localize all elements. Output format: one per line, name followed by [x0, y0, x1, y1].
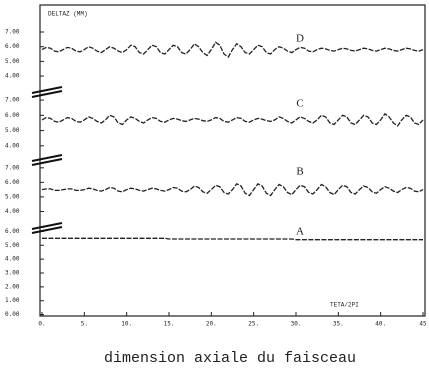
x-tick-label: 20. [206, 321, 217, 328]
x-tick-label: 45 [419, 321, 427, 328]
x-tick-label: 30. [291, 321, 302, 328]
y-tick-label: 1.00 [5, 297, 20, 304]
y-tick-label: 5.00 [5, 127, 20, 134]
y-tick-label: 2.00 [5, 283, 20, 290]
x-axis-label: TETA/2PI [330, 302, 359, 309]
caption: dimension axiale du faisceau [104, 350, 356, 367]
x-tick-label: 25. [248, 321, 259, 328]
y-tick-label: 6.00 [5, 43, 20, 50]
y-tick-label: 0.00 [5, 311, 20, 318]
y-tick-label: 7.00 [5, 29, 20, 36]
y-tick-label: 5.00 [5, 193, 20, 200]
y-tick-label: 6.00 [5, 228, 20, 235]
trace-label: C [296, 98, 303, 110]
y-tick-label: 4.00 [5, 256, 20, 263]
plot-frame [39, 4, 426, 317]
x-tick-label: 5. [81, 321, 88, 328]
y-tick-label: 7.00 [5, 97, 20, 104]
axis-break [31, 226, 63, 234]
x-tick-label: 40. [375, 321, 386, 328]
y-tick-label: 6.00 [5, 112, 20, 119]
y-tick-label: 5.00 [5, 58, 20, 65]
y-tick-label: 7.00 [5, 164, 20, 171]
axis-break [31, 158, 63, 166]
x-tick-label: 35. [333, 321, 344, 328]
trace [42, 237, 423, 241]
x-tick-label: 0. [38, 321, 45, 328]
axis-break [31, 86, 63, 94]
y-tick-label: 4.00 [5, 73, 20, 80]
y-axis-label: DELTAZ (MM) [48, 11, 88, 18]
trace [41, 41, 424, 58]
y-tick-label: 4.00 [5, 208, 20, 215]
trace-label: A [296, 226, 304, 238]
x-tick-label: 15. [164, 321, 175, 328]
trace-label: B [296, 166, 303, 178]
trace [41, 182, 424, 197]
axis-break [31, 154, 63, 162]
y-tick-label: 4.00 [5, 142, 20, 149]
x-tick-label: 10. [121, 321, 132, 328]
axis-break [31, 90, 63, 98]
axis-break [31, 222, 63, 230]
trace [41, 112, 424, 127]
y-tick-label: 5.00 [5, 242, 20, 249]
y-tick-label: 3.00 [5, 270, 20, 277]
y-tick-label: 6.00 [5, 179, 20, 186]
trace-label: D [296, 33, 304, 45]
